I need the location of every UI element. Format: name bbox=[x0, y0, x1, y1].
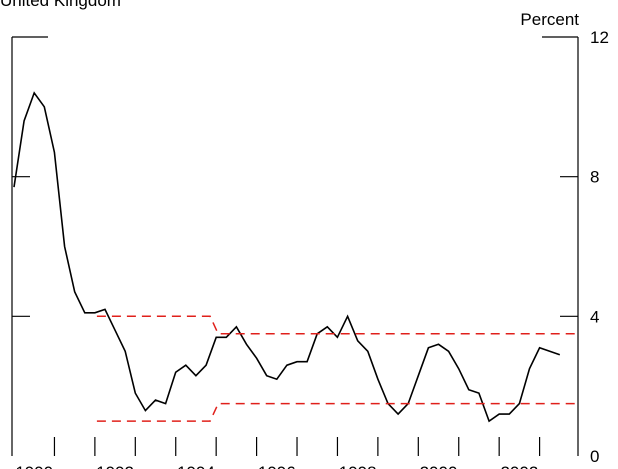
series-line bbox=[13, 91, 561, 423]
x-tick-label: 1998 bbox=[339, 463, 377, 469]
x-tick-label: 1996 bbox=[258, 463, 296, 469]
band-line bbox=[96, 315, 578, 335]
x-tick-label: 1994 bbox=[177, 463, 215, 469]
y-tick-label: 4 bbox=[590, 307, 599, 326]
y-tick-label: 8 bbox=[590, 168, 599, 187]
y-tick-label: 0 bbox=[590, 447, 599, 466]
x-tick-label: 1990 bbox=[15, 463, 53, 469]
y-tick-label: 12 bbox=[590, 28, 609, 47]
x-tick-label: 2000 bbox=[420, 463, 458, 469]
x-tick-label: 2002 bbox=[500, 463, 538, 469]
x-tick-label: 1992 bbox=[96, 463, 134, 469]
chart-title: United Kingdom bbox=[0, 0, 121, 10]
band-line bbox=[96, 402, 578, 422]
y-axis-label: Percent bbox=[520, 10, 579, 29]
